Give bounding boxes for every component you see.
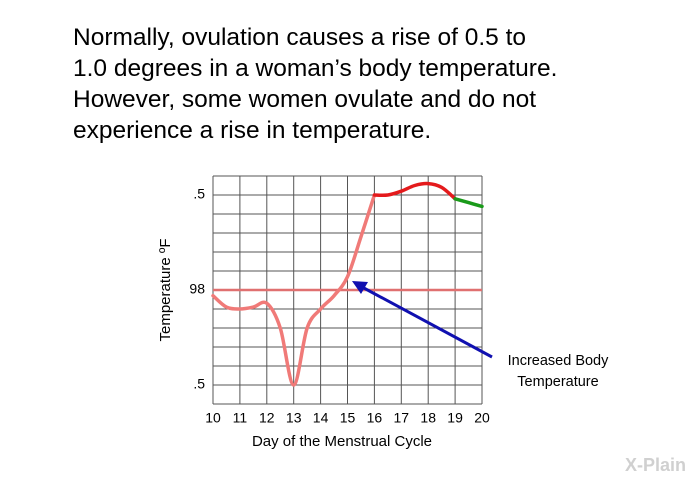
- y-tick-label: .5: [193, 186, 205, 202]
- x-tick-label: 10: [205, 410, 221, 426]
- annotation-arrowhead: [352, 281, 368, 294]
- intro-line: Normally, ovulation causes a rise of 0.5…: [73, 24, 527, 51]
- intro-line: 1.0 degrees in a woman’s body temperatur…: [73, 55, 558, 82]
- x-tick-label: 14: [313, 410, 329, 426]
- x-tick-label: 18: [420, 410, 436, 426]
- annotation-arrow: [361, 285, 493, 359]
- x-tick-label: 15: [340, 410, 356, 426]
- x-tick-label: 20: [474, 410, 490, 426]
- line: [453, 197, 484, 209]
- intro-line: However, some women ovulate and do not: [73, 86, 537, 113]
- x-tick-label: 11: [233, 410, 248, 426]
- x-tick-label: 12: [259, 410, 275, 426]
- logo: X-Plain: [625, 455, 686, 475]
- y-axis-label: Temperature ºF: [157, 238, 174, 341]
- y-tick-label: .5: [193, 376, 205, 392]
- x-tick-label: 13: [286, 410, 302, 426]
- x-axis-label: Day of the Menstrual Cycle: [252, 433, 432, 450]
- x-tick-label: 17: [394, 410, 410, 426]
- x-tick-label: 19: [447, 410, 463, 426]
- annotation-line: Temperature: [517, 374, 598, 390]
- intro-text: Normally, ovulation causes a rise of 0.5…: [73, 22, 557, 146]
- x-tick-label: 16: [367, 410, 383, 426]
- annotation-line: Increased Body: [508, 353, 610, 369]
- line: [372, 181, 457, 201]
- line: [211, 193, 377, 387]
- y-tick-label: 98: [189, 281, 205, 297]
- intro-line: experience a rise in temperature.: [73, 117, 432, 144]
